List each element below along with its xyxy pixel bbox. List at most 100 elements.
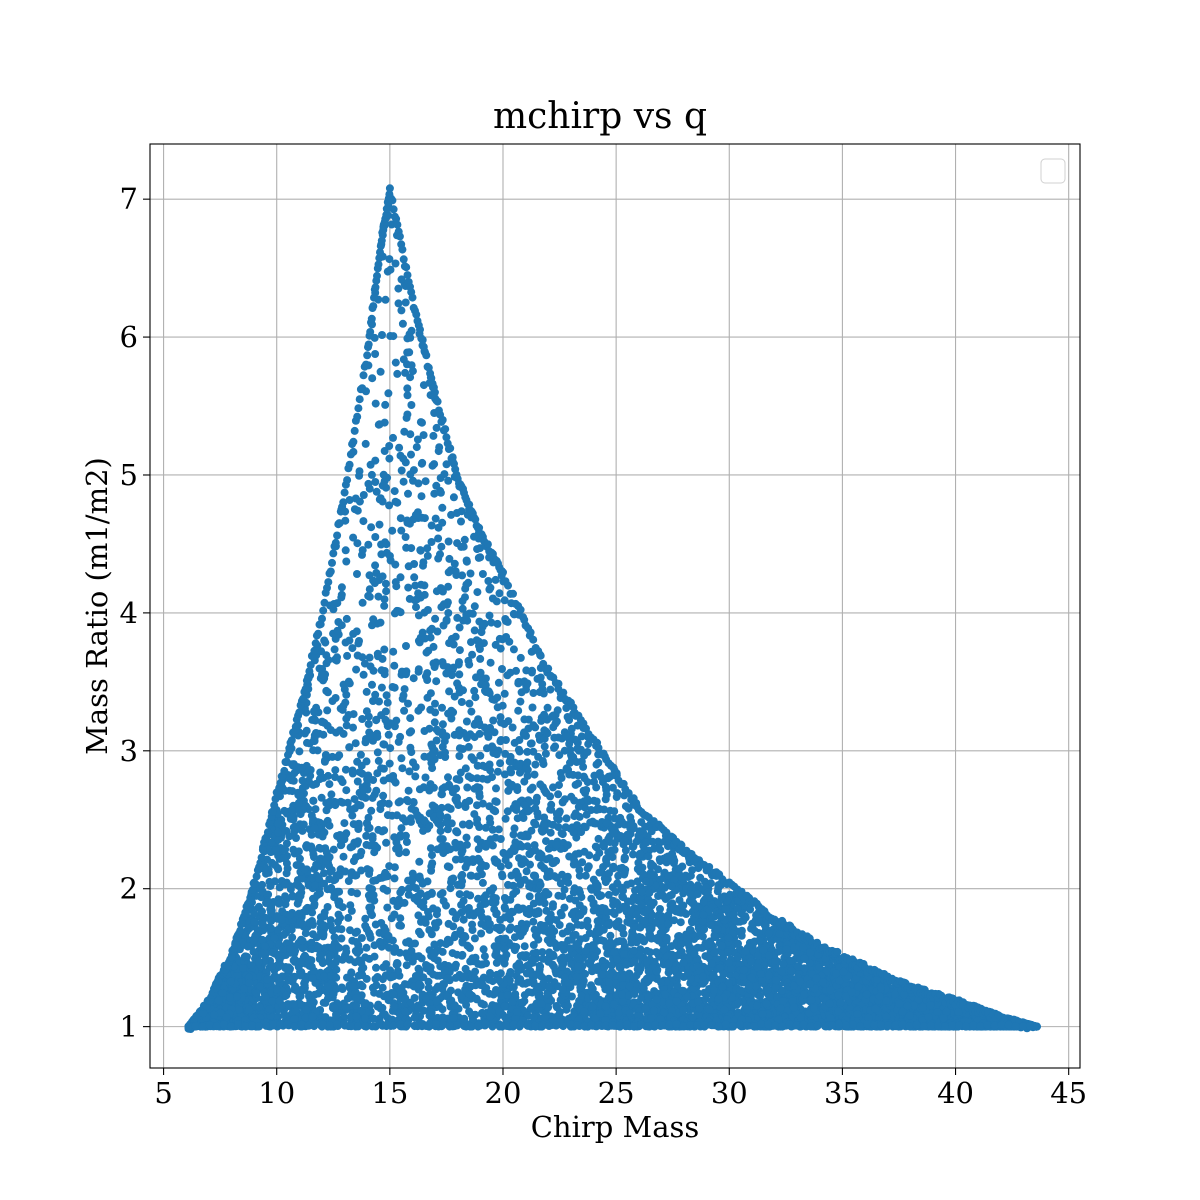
scatter-point bbox=[451, 973, 460, 982]
scatter-point bbox=[432, 725, 441, 734]
scatter-point bbox=[529, 689, 538, 697]
scatter-point bbox=[475, 792, 484, 801]
scatter-point bbox=[438, 503, 447, 512]
scatter-point bbox=[422, 648, 431, 657]
scatter-point bbox=[348, 644, 357, 653]
scatter-point bbox=[479, 945, 488, 954]
scatter-point bbox=[343, 651, 352, 660]
scatter-point bbox=[385, 552, 394, 560]
scatter-point bbox=[365, 930, 374, 939]
scatter-point bbox=[382, 838, 391, 847]
scatter-point bbox=[338, 778, 347, 787]
scatter-point bbox=[281, 900, 290, 909]
scatter-point bbox=[389, 647, 398, 656]
scatter-point bbox=[510, 824, 519, 833]
scatter-point bbox=[391, 358, 400, 367]
scatter-point bbox=[392, 582, 401, 591]
scatter-point bbox=[371, 690, 380, 699]
scatter-point bbox=[358, 598, 367, 607]
scatter-point bbox=[342, 557, 351, 566]
scatter-point bbox=[359, 963, 368, 972]
scatter-point bbox=[456, 768, 465, 777]
scatter-point bbox=[543, 703, 552, 712]
scatter-point bbox=[320, 636, 329, 645]
scatter-point bbox=[503, 807, 512, 816]
scatter-point bbox=[434, 534, 443, 543]
scatter-point bbox=[429, 642, 438, 651]
scatter-point bbox=[326, 916, 335, 925]
scatter-point bbox=[516, 653, 525, 662]
scatter-point bbox=[498, 665, 506, 673]
scatter-point bbox=[364, 720, 373, 728]
scatter-point bbox=[339, 852, 348, 861]
scatter-point bbox=[365, 592, 374, 601]
scatter-point bbox=[405, 348, 414, 357]
scatter-point bbox=[494, 678, 503, 687]
scatter-point bbox=[354, 639, 363, 648]
scatter-point bbox=[372, 963, 380, 972]
scatter-point bbox=[465, 699, 474, 708]
scatter-point bbox=[431, 699, 439, 708]
scatter-point bbox=[376, 367, 385, 376]
scatter-point bbox=[337, 583, 346, 592]
scatter-point bbox=[606, 931, 615, 940]
scatter-point bbox=[439, 621, 448, 630]
scatter-point bbox=[391, 259, 400, 268]
scatter-point bbox=[375, 697, 383, 706]
scatter-point bbox=[384, 389, 393, 398]
scatter-point bbox=[326, 726, 335, 734]
scatter-point bbox=[515, 736, 524, 744]
scatter-point bbox=[435, 443, 444, 452]
scatter-point bbox=[388, 526, 397, 535]
scatter-point bbox=[353, 927, 362, 936]
scatter-point bbox=[378, 983, 387, 992]
scatter-point bbox=[430, 489, 439, 498]
scatter-point bbox=[610, 814, 619, 823]
scatter-point bbox=[603, 949, 612, 958]
scatter-points bbox=[184, 184, 1041, 1033]
scatter-point bbox=[359, 670, 368, 679]
scatter-point bbox=[492, 797, 501, 806]
scatter-point bbox=[445, 687, 454, 696]
scatter-point bbox=[337, 934, 346, 943]
scatter-point bbox=[327, 790, 336, 799]
scatter-point bbox=[406, 714, 415, 723]
scatter-point bbox=[529, 747, 538, 756]
scatter-point bbox=[455, 744, 464, 753]
scatter-point bbox=[414, 665, 423, 674]
scatter-point bbox=[371, 350, 380, 358]
scatter-point bbox=[549, 723, 558, 732]
scatter-point bbox=[294, 847, 303, 856]
scatter-point bbox=[488, 594, 497, 603]
scatter-point bbox=[581, 871, 590, 880]
scatter-point bbox=[407, 450, 415, 459]
scatter-point bbox=[410, 596, 419, 605]
scatter-point bbox=[396, 514, 405, 523]
scatter-point bbox=[494, 825, 503, 834]
scatter-point bbox=[398, 319, 407, 328]
scatter-point bbox=[414, 911, 423, 920]
scatter-point bbox=[379, 791, 388, 800]
scatter-point bbox=[338, 798, 347, 807]
scatter-point bbox=[404, 489, 412, 498]
scatter-point bbox=[444, 919, 453, 928]
scatter-point bbox=[483, 744, 491, 753]
scatter-point bbox=[331, 766, 340, 775]
scatter-point bbox=[501, 814, 510, 823]
scatter-point bbox=[444, 476, 453, 485]
scatter-point bbox=[442, 460, 451, 469]
scatter-point bbox=[550, 733, 559, 742]
scatter-point bbox=[288, 933, 297, 942]
scatter-point bbox=[344, 913, 353, 922]
scatter-point bbox=[309, 746, 318, 755]
scatter-point bbox=[395, 921, 404, 930]
scatter-point bbox=[476, 751, 485, 760]
scatter-point bbox=[362, 943, 371, 952]
scatter-point bbox=[462, 557, 471, 566]
scatter-point bbox=[440, 470, 449, 479]
scatter-point bbox=[319, 998, 328, 1007]
scatter-point bbox=[457, 517, 465, 526]
scatter-point bbox=[367, 523, 376, 532]
scatter-point bbox=[390, 874, 399, 883]
scatter-point bbox=[403, 410, 412, 419]
